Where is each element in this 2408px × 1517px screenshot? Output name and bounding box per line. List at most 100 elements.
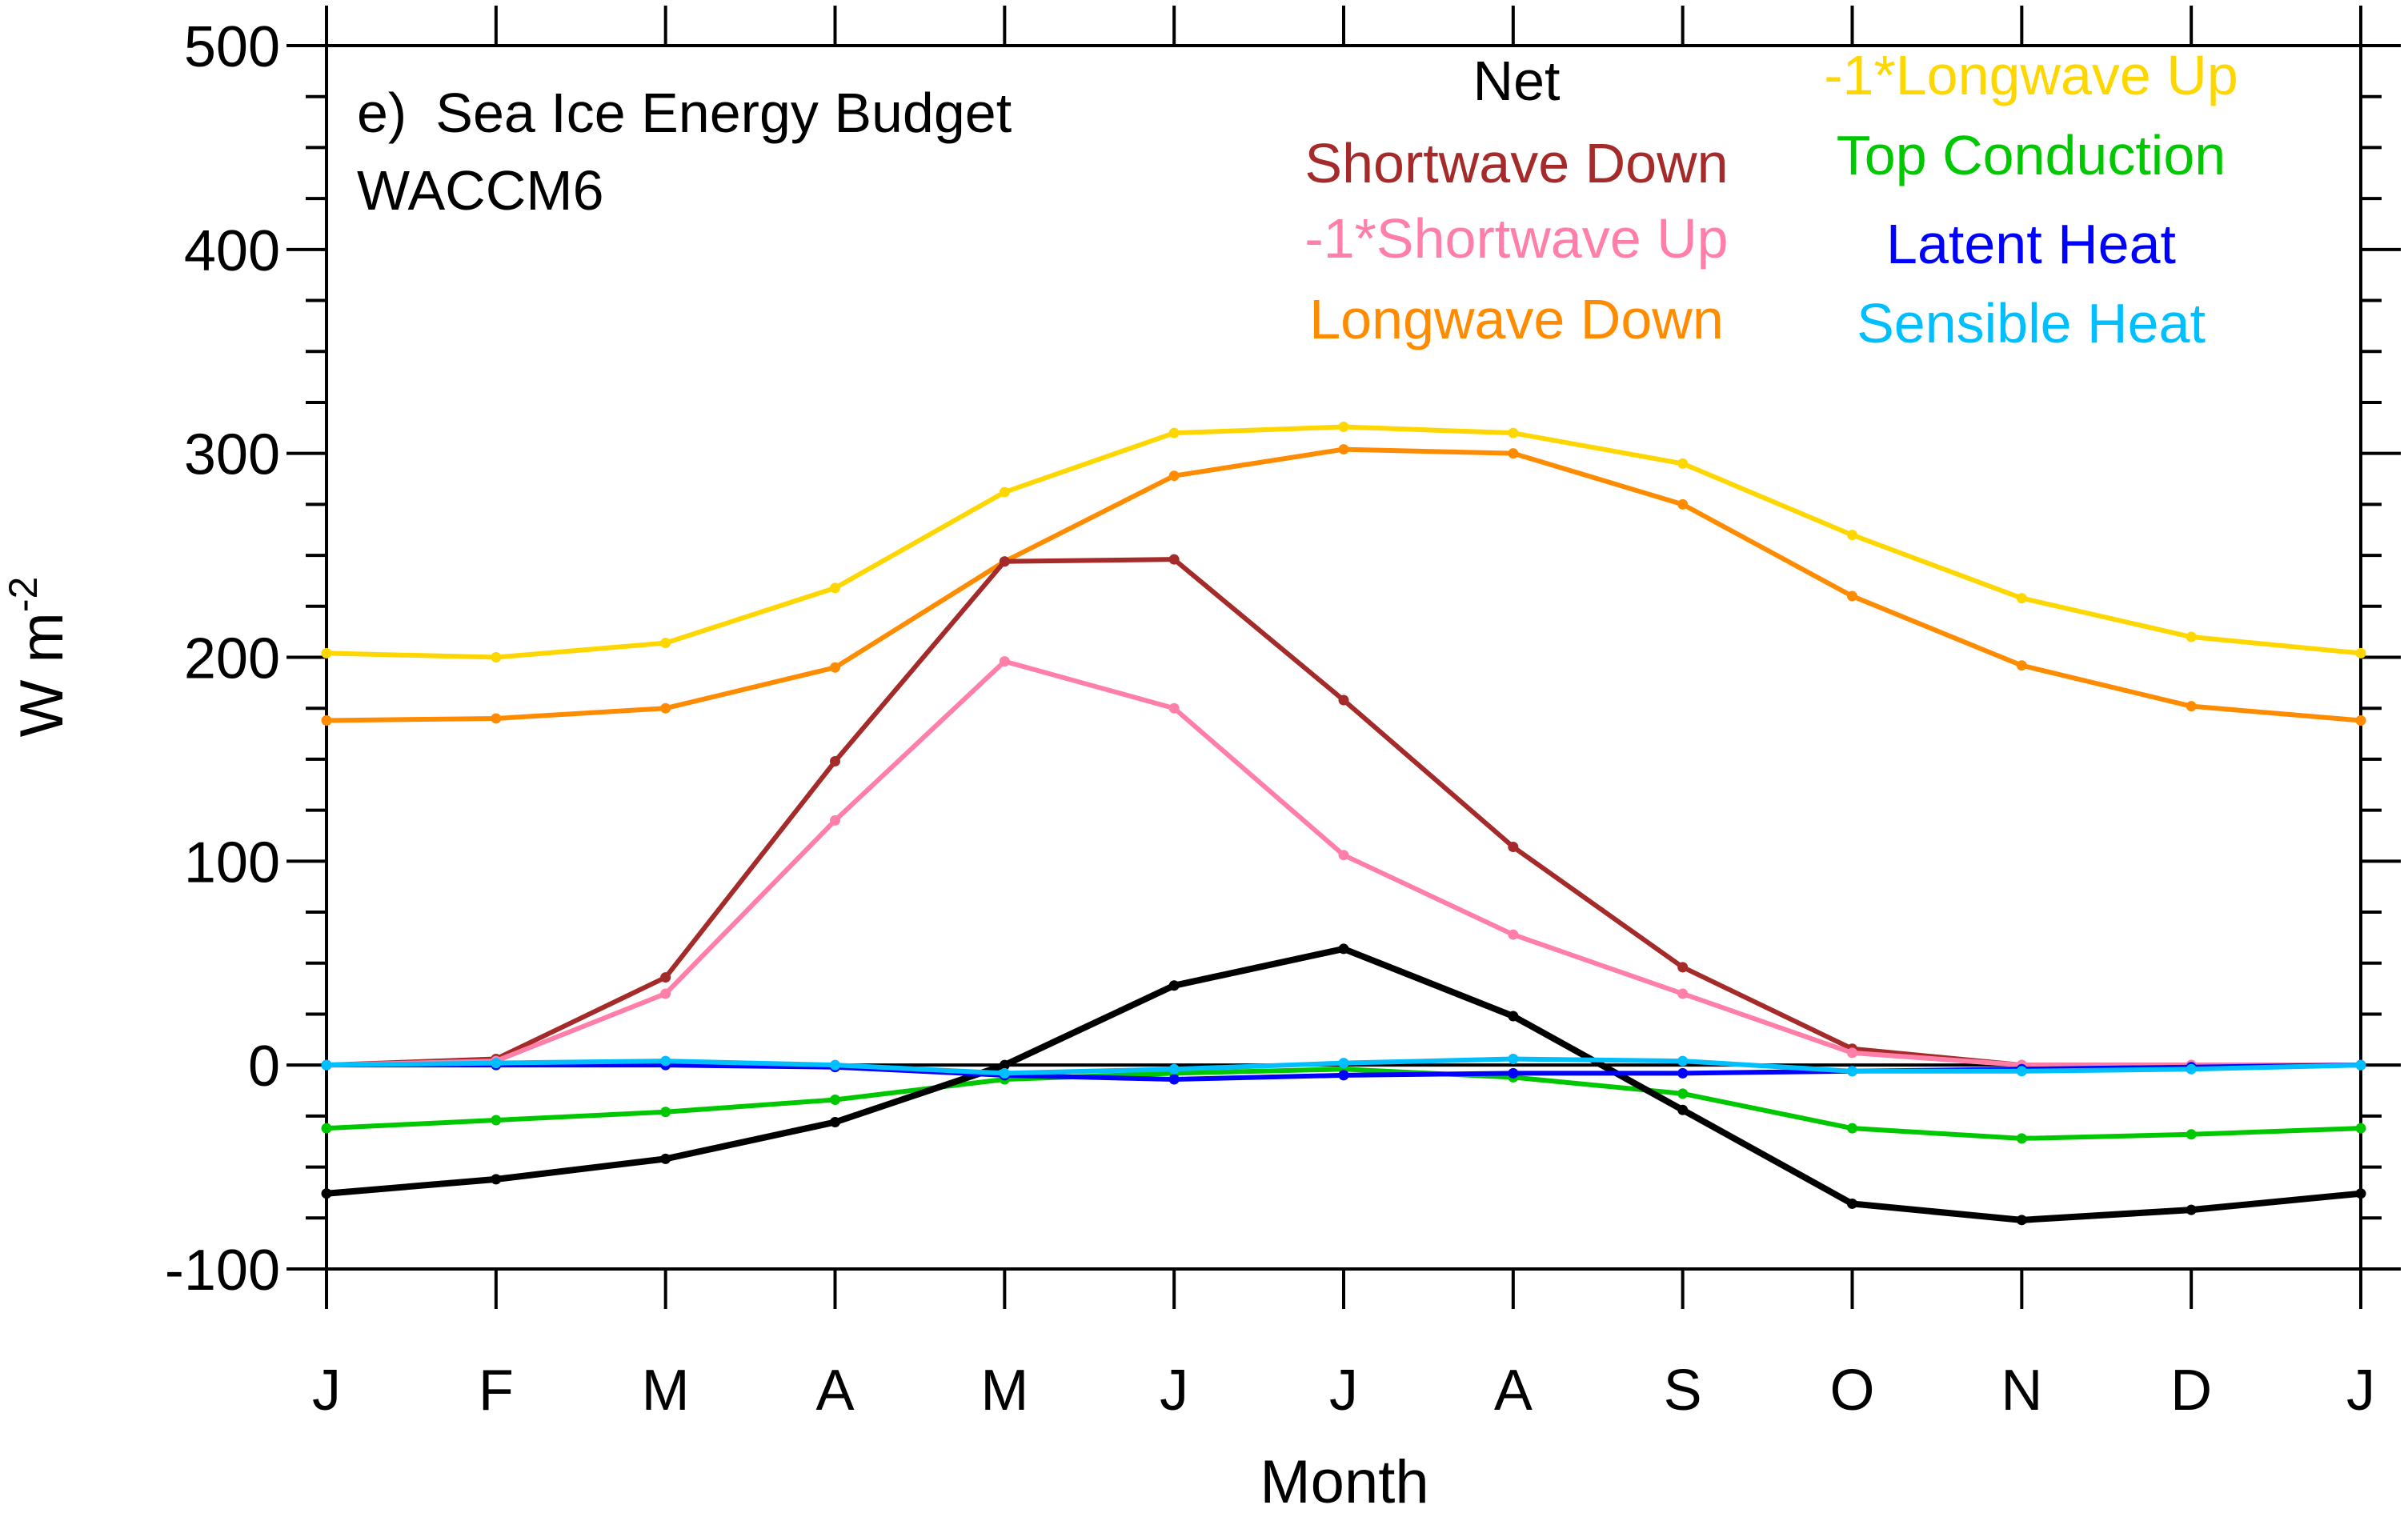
- legend-item: Shortwave Down: [1304, 132, 1728, 194]
- data-point-net: [2186, 1204, 2197, 1215]
- data-point-longwave-down: [2186, 701, 2197, 712]
- data-point-top-conduction: [660, 1107, 671, 1118]
- x-tick-label: O: [1829, 1359, 1874, 1423]
- data-point-1-shortwave-up: [1508, 929, 1519, 940]
- data-point-1-shortwave-up: [1847, 1047, 1857, 1059]
- y-axis-ticks-right: [2361, 44, 2401, 1271]
- chart-subtitle: WACCM6: [357, 159, 604, 222]
- x-tick-label: A: [1494, 1359, 1533, 1423]
- data-point-latent-heat: [1338, 1070, 1349, 1081]
- legend: Net Shortwave Down -1*Shortwave Up Longwave…: [1304, 44, 2238, 354]
- data-point-1-longwave-up: [1508, 427, 1519, 438]
- series-1-shortwave-up: [321, 656, 2366, 1071]
- y-axis-label-group: W m-2: [1, 577, 76, 738]
- x-tick-label: J: [1329, 1359, 1358, 1423]
- data-point-1-longwave-up: [1847, 530, 1857, 541]
- data-point-sensible-heat: [1338, 1058, 1349, 1069]
- data-point-net: [1338, 943, 1349, 955]
- data-point-longwave-down: [1338, 444, 1349, 455]
- x-tick-label: J: [2346, 1359, 2375, 1423]
- series-1-longwave-up: [321, 422, 2366, 662]
- legend-item: Top Conduction: [1837, 124, 2226, 186]
- data-point-shortwave-down: [830, 755, 840, 767]
- data-point-sensible-heat: [999, 1067, 1010, 1079]
- chart-title: Sea Ice Energy Budget: [435, 82, 1012, 144]
- data-point-net: [321, 1188, 332, 1199]
- data-point-1-longwave-up: [999, 486, 1010, 498]
- data-point-net: [830, 1117, 840, 1128]
- data-point-net: [1168, 980, 1180, 991]
- series-line-1-shortwave-up: [326, 658, 2361, 1068]
- data-point-sensible-heat: [2186, 1063, 2197, 1075]
- legend-item: Latent Heat: [1886, 213, 2176, 275]
- data-point-longwave-down: [2016, 660, 2027, 671]
- data-point-1-longwave-up: [1168, 427, 1180, 438]
- y-axis-tick-labels: -100 0 100 200 300 400 500: [165, 15, 280, 1303]
- data-point-net: [660, 1153, 671, 1164]
- data-point-1-longwave-up: [1338, 422, 1349, 433]
- data-point-1-shortwave-up: [1677, 988, 1689, 999]
- data-point-sensible-heat: [1847, 1066, 1857, 1077]
- y-tick-label: 300: [184, 423, 280, 487]
- data-point-1-shortwave-up: [999, 656, 1010, 667]
- legend-item: Longwave Down: [1309, 288, 1724, 350]
- data-point-latent-heat: [1508, 1067, 1519, 1079]
- series-sensible-heat: [321, 1054, 2366, 1079]
- data-point-net: [1508, 1011, 1519, 1022]
- series-line-net: [326, 945, 2362, 1223]
- series-longwave-down: [321, 444, 2366, 726]
- data-point-shortwave-down: [1508, 841, 1519, 852]
- data-point-top-conduction: [2355, 1123, 2366, 1134]
- legend-item: -1*Shortwave Up: [1304, 207, 1728, 270]
- data-point-sensible-heat: [660, 1055, 671, 1067]
- y-axis-ticks-left: [286, 44, 327, 1271]
- data-point-1-shortwave-up: [1338, 850, 1349, 861]
- series-line-shortwave-down: [326, 557, 2361, 1068]
- x-tick-label: M: [980, 1359, 1028, 1423]
- data-point-1-longwave-up: [2016, 593, 2027, 604]
- data-point-longwave-down: [2355, 714, 2366, 726]
- data-point-latent-heat: [1168, 1074, 1180, 1085]
- y-axis-label-exponent: -2: [1, 577, 46, 612]
- x-tick-label: M: [642, 1359, 690, 1423]
- data-point-sensible-heat: [1677, 1055, 1689, 1067]
- data-point-1-longwave-up: [491, 652, 502, 662]
- data-point-shortwave-down: [999, 556, 1010, 567]
- legend-item: Net: [1473, 50, 1561, 112]
- data-point-1-longwave-up: [321, 647, 332, 658]
- y-axis-label-text: W m: [8, 612, 76, 737]
- x-tick-label: D: [2170, 1359, 2212, 1423]
- data-point-sensible-heat: [2355, 1059, 2366, 1071]
- x-axis-label: Month: [1260, 1448, 1428, 1513]
- y-tick-label: -100: [165, 1239, 280, 1303]
- x-tick-label: F: [479, 1359, 514, 1423]
- data-point-longwave-down: [1847, 590, 1857, 602]
- series-top-conduction: [321, 1063, 2366, 1144]
- data-point-sensible-heat: [321, 1059, 332, 1071]
- series-layer: [321, 422, 2366, 1226]
- data-point-longwave-down: [491, 713, 502, 724]
- data-point-longwave-down: [830, 662, 840, 673]
- data-point-longwave-down: [660, 702, 671, 714]
- data-point-sensible-heat: [1508, 1054, 1519, 1065]
- data-point-sensible-heat: [830, 1059, 840, 1071]
- data-point-sensible-heat: [2016, 1066, 2027, 1077]
- y-tick-label: 500: [184, 15, 280, 79]
- data-point-1-longwave-up: [830, 582, 840, 594]
- data-point-shortwave-down: [1677, 962, 1689, 973]
- x-axis-ticks: [325, 6, 2362, 1309]
- series-shortwave-down: [321, 554, 2366, 1071]
- data-point-top-conduction: [830, 1094, 840, 1105]
- legend-item: -1*Longwave Up: [1824, 44, 2238, 106]
- data-point-1-longwave-up: [660, 638, 671, 649]
- data-point-sensible-heat: [1168, 1063, 1180, 1075]
- data-point-1-shortwave-up: [660, 988, 671, 999]
- data-point-net: [491, 1174, 502, 1185]
- series-net: [321, 943, 2366, 1226]
- data-point-longwave-down: [1508, 448, 1519, 459]
- data-point-latent-heat: [1677, 1067, 1689, 1079]
- data-point-net: [1847, 1198, 1857, 1209]
- data-point-1-longwave-up: [1677, 458, 1689, 469]
- data-point-shortwave-down: [1338, 694, 1349, 706]
- data-point-net: [2355, 1188, 2366, 1199]
